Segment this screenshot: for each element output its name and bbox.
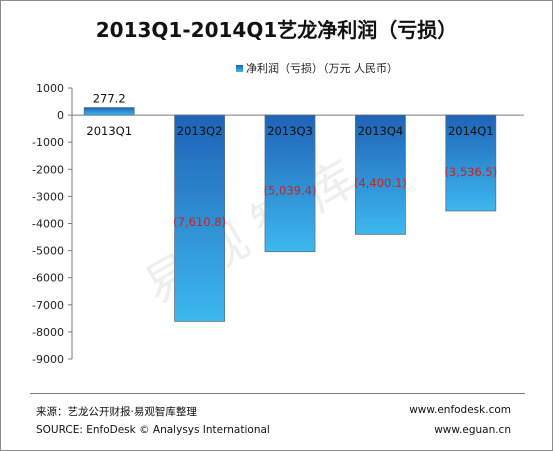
y-tick-label: -6000 <box>32 272 64 285</box>
bar-2013Q4 <box>354 114 406 235</box>
y-tick-label: -4000 <box>32 218 64 231</box>
y-tick-label: 0 <box>57 109 64 122</box>
y-tick-label: -2000 <box>32 163 64 176</box>
data-label: (5,039.4) <box>264 184 317 198</box>
bar-2013Q3 <box>264 114 316 253</box>
footer-source-en: SOURCE: EnfoDesk © Analysys Internationa… <box>36 424 270 436</box>
y-tick-label: -3000 <box>32 190 64 203</box>
data-label: (4,400.1) <box>354 176 407 190</box>
bar-2014Q1 <box>445 114 497 212</box>
category-label: 2013Q4 <box>358 124 404 138</box>
y-tick-label: -8000 <box>32 326 64 339</box>
legend: 净利润（亏损）（万元 人民币） <box>236 60 398 76</box>
chart-title: 2013Q1-2014Q1艺龙净利润（亏损） <box>95 18 458 42</box>
y-tick-label: -9000 <box>32 353 64 366</box>
bar-2013Q2 <box>174 114 226 322</box>
bar-2013Q1 <box>83 107 135 116</box>
y-tick-label: -5000 <box>32 245 64 258</box>
y-tick-label: -7000 <box>32 299 64 312</box>
category-label: 2013Q3 <box>267 124 313 138</box>
data-label: (3,536.5) <box>444 165 497 179</box>
legend-swatch <box>236 64 243 72</box>
footer-source-cn: 来源：艺龙公开财报·易观智库整理 <box>36 406 197 418</box>
category-label: 2014Q1 <box>448 124 494 138</box>
category-label: 2013Q2 <box>177 124 223 138</box>
y-tick-label: -1000 <box>32 136 64 149</box>
legend-label: 净利润（亏损）（万元 人民币） <box>246 62 398 75</box>
footer-divider <box>30 393 525 394</box>
footer-url-enfodesk: www.enfodesk.com <box>409 404 511 416</box>
category-label: 2013Q1 <box>86 124 132 138</box>
footer-url-eguan: www.eguan.cn <box>434 424 511 436</box>
data-label: (7,610.8) <box>173 215 226 229</box>
y-tick-label: 1000 <box>36 82 64 95</box>
data-label: 277.2 <box>93 92 126 106</box>
